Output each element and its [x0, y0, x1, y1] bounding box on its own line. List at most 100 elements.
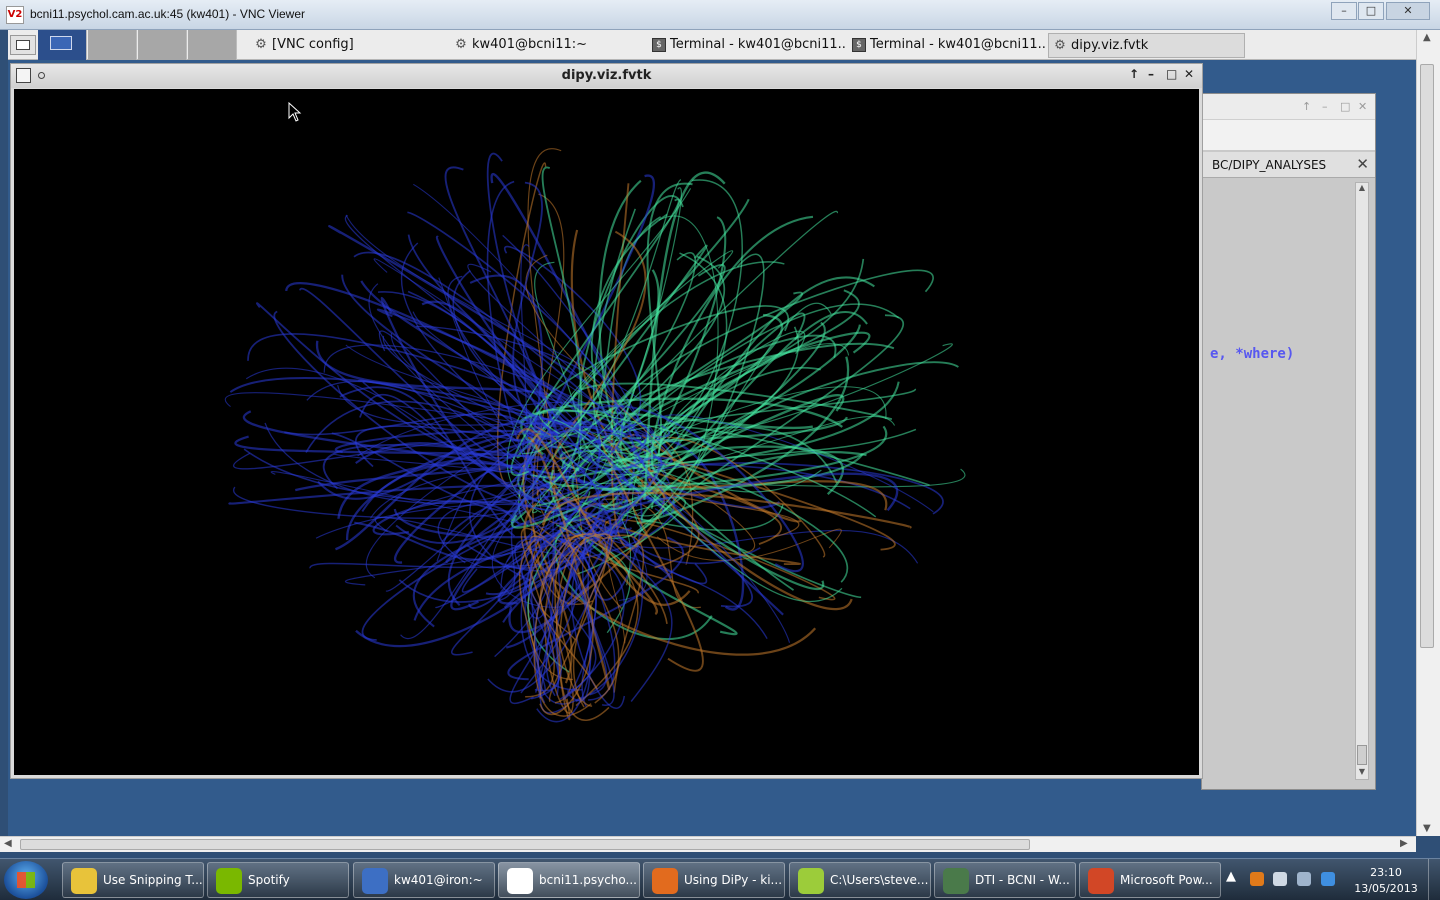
workspace-3[interactable] — [138, 30, 187, 60]
fiber-streamline — [534, 538, 556, 693]
panel-task-terminal-1[interactable]: $ Terminal - kw401@bcni11... — [648, 33, 846, 58]
vnc-close-button[interactable]: ✕ — [1386, 2, 1430, 20]
panel-task-label: dipy.viz.fvtk — [1071, 38, 1149, 53]
remote-panel: ⚙ [VNC config] ⚙ kw401@bcni11:~ $ Termin… — [8, 30, 1416, 60]
fiber-streamline — [407, 211, 623, 461]
fiber-streamline — [651, 477, 700, 569]
editor-tab[interactable]: BC/DIPY_ANALYSES ✕ — [1202, 152, 1375, 178]
minimize-button[interactable]: – — [1148, 67, 1154, 81]
editor-minimize-icon[interactable]: – — [1322, 100, 1328, 113]
fiber-streamline — [353, 251, 667, 466]
panel-task-terminal-2[interactable]: $ Terminal - kw401@bcni11... — [848, 33, 1046, 58]
maximize-button[interactable]: □ — [1166, 67, 1178, 81]
fiber-streamline — [604, 468, 784, 616]
fiber-streamline — [306, 380, 618, 445]
show-desktop-button[interactable] — [1428, 859, 1440, 900]
workspace-2[interactable] — [88, 30, 137, 60]
show-hidden-icons-icon[interactable]: ▲ — [1226, 869, 1236, 884]
fiber-streamline — [243, 448, 593, 503]
scroll-down-icon[interactable]: ▼ — [1423, 823, 1431, 834]
panel-task-label: kw401@bcni11:~ — [472, 37, 588, 52]
editor-close-icon[interactable]: ✕ — [1358, 100, 1368, 113]
tray-app-icon[interactable] — [1250, 872, 1264, 886]
fiber-streamline — [625, 215, 719, 517]
fiber-streamline — [602, 538, 673, 702]
panel-task-vnc-config[interactable]: ⚙ [VNC config] — [250, 33, 440, 58]
taskbar-item-notepad[interactable]: C:\Users\steve... — [789, 862, 931, 898]
fiber-streamline — [572, 533, 613, 708]
fiber-streamline — [359, 393, 527, 473]
taskbar-item-powerpoint[interactable]: Microsoft Pow... — [1079, 862, 1221, 898]
fiber-streamline — [602, 425, 888, 491]
panel-task-dipy-fvtk[interactable]: ⚙ dipy.viz.fvtk — [1048, 33, 1245, 58]
desktop-menu-icon[interactable] — [10, 35, 36, 55]
render-canvas[interactable] — [14, 89, 1199, 775]
fiber-streamline — [616, 462, 944, 515]
fiber-streamline — [284, 413, 534, 449]
fiber-streamline — [451, 528, 533, 656]
vnc-minimize-button[interactable]: – — [1331, 2, 1357, 20]
scroll-up-icon[interactable]: ▲ — [1423, 32, 1431, 43]
scroll-up-icon[interactable]: ▲ — [1358, 183, 1366, 192]
fiber-streamline — [502, 234, 675, 515]
panel-task-label: Terminal - kw401@bcni11... — [670, 37, 846, 52]
fiber-streamline — [532, 210, 839, 514]
fiber-streamline — [412, 501, 604, 628]
sticky-icon[interactable] — [38, 72, 45, 79]
fiber-streamline — [554, 419, 843, 603]
fiber-streamline — [345, 344, 618, 459]
terminal-icon: $ — [852, 38, 866, 52]
scroll-down-icon[interactable]: ▼ — [1358, 767, 1366, 776]
scroll-right-icon[interactable]: ▶ — [1400, 838, 1408, 849]
fiber-streamline — [530, 324, 861, 479]
taskbar-item-vnc-viewer[interactable]: bcni11.psycho... — [498, 862, 640, 898]
tab-close-icon[interactable]: ✕ — [1356, 155, 1369, 173]
close-button[interactable]: ✕ — [1184, 67, 1195, 81]
taskbar-clock[interactable]: 23:10 13/05/2013 — [1352, 865, 1420, 897]
dropbox-icon[interactable] — [1321, 872, 1335, 886]
fiber-streamline — [516, 428, 691, 606]
fiber-streamline — [569, 405, 804, 573]
editor-up-icon[interactable]: ↑ — [1302, 100, 1312, 113]
vnc-hscroll-thumb[interactable] — [20, 839, 1030, 850]
fiber-streamline — [305, 400, 518, 453]
editor-scrollbar[interactable]: ▲ ▼ — [1355, 182, 1369, 780]
fiber-streamline — [621, 503, 662, 586]
fiber-streamline — [518, 538, 542, 699]
remote-desktop: ⚙ [VNC config] ⚙ kw401@bcni11:~ $ Termin… — [8, 30, 1416, 836]
fiber-streamline — [524, 538, 548, 696]
editor-scroll-thumb[interactable] — [1357, 745, 1367, 765]
taskbar-item-spotify[interactable]: Spotify — [207, 862, 349, 898]
workspace-4[interactable] — [188, 30, 237, 60]
fiber-streamline — [510, 198, 680, 476]
taskbar-item-label: kw401@iron:~ — [394, 873, 483, 887]
fiber-streamline — [233, 431, 649, 470]
fiber-streamline — [486, 152, 644, 471]
fiber-streamline — [390, 333, 585, 486]
window-menu-icon[interactable] — [16, 68, 31, 83]
fiber-streamline — [610, 269, 934, 444]
fiber-streamline — [538, 409, 877, 518]
editor-maximize-icon[interactable]: □ — [1340, 100, 1351, 113]
vnc-maximize-button[interactable]: □ — [1358, 2, 1384, 20]
fiber-streamline — [520, 409, 814, 456]
fiber-streamline — [586, 523, 919, 564]
fiber-bundle — [225, 148, 966, 723]
vnc-vscroll-thumb[interactable] — [1420, 64, 1434, 648]
taskbar-item-firefox[interactable]: Using DiPy - ki... — [643, 862, 785, 898]
vnc-vertical-scrollbar[interactable]: ▲ ▼ — [1416, 30, 1440, 836]
scroll-left-icon[interactable]: ◀ — [4, 838, 12, 849]
vnc-horizontal-scrollbar[interactable]: ◀ ▶ — [0, 836, 1416, 852]
taskbar-item-dti-bcni[interactable]: DTI - BCNI - W... — [934, 862, 1076, 898]
volume-icon[interactable] — [1273, 872, 1287, 886]
network-icon[interactable] — [1297, 872, 1311, 886]
fiber-streamline — [355, 442, 533, 473]
workspace-1[interactable] — [38, 30, 87, 60]
taskbar-item-snipping-tool[interactable]: Use Snipping T... — [62, 862, 204, 898]
taskbar-item-label: Using DiPy - ki... — [684, 873, 783, 887]
start-button[interactable] — [4, 861, 48, 899]
panel-task-kw401-bcni11[interactable]: ⚙ kw401@bcni11:~ — [450, 33, 646, 58]
taskbar-item-putty[interactable]: kw401@iron:~ — [353, 862, 495, 898]
editor-toolbar — [1202, 120, 1375, 150]
raise-button[interactable]: ↑ — [1129, 67, 1140, 81]
